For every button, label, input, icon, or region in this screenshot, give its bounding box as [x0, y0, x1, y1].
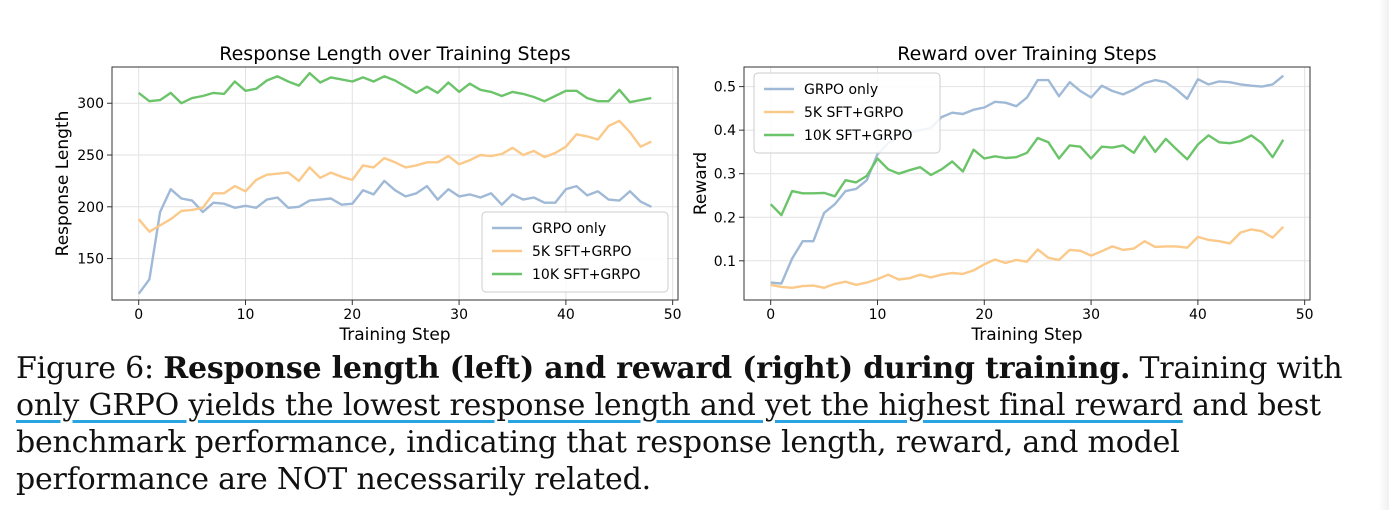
caption-bold: Response length (left) and reward (right… — [163, 351, 1131, 386]
series-line-2 — [769, 134, 1285, 217]
chart-title: Reward over Training Steps — [897, 43, 1156, 65]
plot-frame — [743, 66, 1311, 301]
reward-chart: 0 10 20 30 40 50 0.1 0.2 0.3 0.4 0.5 Reward over Tr… — [691, 43, 1314, 345]
plot-frame — [111, 66, 679, 301]
y-tick-label: 300 — [77, 96, 104, 112]
series-line-1 — [770, 225, 1285, 289]
x-tick-label: 30 — [1082, 307, 1100, 323]
x-axis-label: Training Step — [970, 325, 1082, 345]
legend: GRPO only 5K SFT+GRPO 10K SFT+GRPO — [753, 72, 941, 154]
caption-text-1: Training with — [1139, 351, 1343, 386]
legend-label: 5K SFT+GRPO — [532, 244, 632, 260]
y-axis-label: Reward — [691, 152, 711, 215]
y-tick-label: 0.3 — [714, 167, 736, 183]
x-tick-label: 0 — [134, 307, 143, 323]
series-line-2 — [137, 71, 652, 105]
x-tick-label: 40 — [557, 307, 575, 323]
y-tick-label: 0.4 — [714, 123, 736, 139]
legend-label: GRPO only — [804, 82, 878, 98]
y-tick-label: 250 — [77, 148, 104, 164]
response-length-chart: 0 10 20 30 40 50 150 200 250 300 Response Length o… — [53, 43, 682, 345]
x-tick-label: 10 — [237, 307, 255, 323]
caption-highlight: only GRPO yields the lowest response len… — [16, 388, 1183, 423]
legend-label: GRPO only — [532, 221, 606, 237]
x-tick-label: 50 — [664, 307, 682, 323]
caption-label: Figure 6: — [16, 351, 154, 386]
legend-box — [753, 72, 941, 154]
legend-label: 10K SFT+GRPO — [532, 267, 640, 283]
series-line-0 — [137, 179, 652, 295]
figure-caption: Figure 6: Response length (left) and rew… — [16, 350, 1371, 498]
x-tick-label: 10 — [869, 307, 887, 323]
x-tick-label: 50 — [1296, 307, 1314, 323]
y-axis-label: Response Length — [53, 111, 73, 257]
x-tick-label: 20 — [975, 307, 993, 323]
y-tick-label: 0.1 — [714, 254, 736, 270]
x-axis-label: Training Step — [338, 325, 450, 345]
x-tick-label: 40 — [1189, 307, 1207, 323]
caption-text-2: and best benchmark performance, indicati… — [16, 388, 1321, 497]
series-line-1 — [137, 119, 652, 233]
y-tick-label: 0.5 — [714, 80, 736, 96]
legend-label: 10K SFT+GRPO — [804, 128, 912, 144]
x-tick-label: 0 — [766, 307, 775, 323]
legend: GRPO only 5K SFT+GRPO 10K SFT+GRPO — [481, 211, 669, 293]
chart-title: Response Length over Training Steps — [219, 43, 570, 65]
y-tick-label: 0.2 — [714, 210, 736, 226]
x-tick-label: 20 — [343, 307, 361, 323]
y-tick-label: 150 — [77, 252, 104, 268]
legend-label: 5K SFT+GRPO — [804, 105, 904, 121]
legend-box — [481, 211, 669, 293]
series-line-0 — [770, 74, 1285, 285]
x-tick-label: 30 — [450, 307, 468, 323]
page-edge — [1379, 0, 1389, 510]
y-tick-label: 200 — [77, 200, 104, 216]
